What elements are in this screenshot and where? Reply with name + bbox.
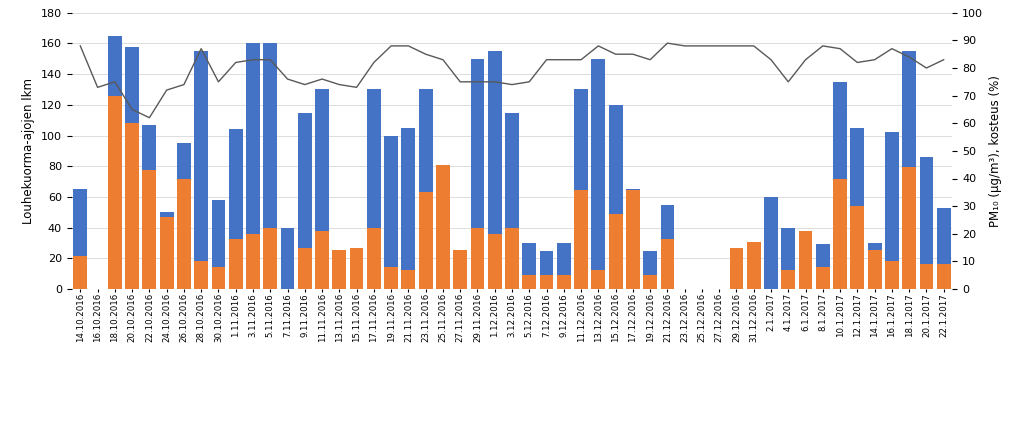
Bar <box>281 228 295 289</box>
Bar <box>920 157 933 289</box>
Bar <box>643 275 657 289</box>
Bar <box>74 189 87 289</box>
Bar <box>487 234 502 289</box>
Bar <box>333 258 346 289</box>
Bar <box>298 113 311 289</box>
Bar <box>522 275 537 289</box>
Bar <box>454 250 467 289</box>
Bar <box>349 247 364 289</box>
Bar <box>333 250 346 289</box>
Bar <box>885 261 899 289</box>
Bar <box>574 90 588 289</box>
Bar <box>867 250 882 289</box>
Bar <box>142 125 157 289</box>
Bar <box>834 178 847 289</box>
Bar <box>540 251 553 289</box>
Bar <box>177 178 190 289</box>
Y-axis label: Louhekuorma-ajojen lkm: Louhekuorma-ajojen lkm <box>23 78 35 224</box>
Bar <box>592 269 605 289</box>
Bar <box>263 43 278 289</box>
Bar <box>419 90 432 289</box>
Bar <box>505 228 519 289</box>
Bar <box>729 247 743 289</box>
Bar <box>540 275 553 289</box>
Bar <box>746 242 761 289</box>
Bar <box>195 51 208 289</box>
Bar <box>505 113 519 289</box>
Bar <box>367 90 381 289</box>
Bar <box>799 231 812 289</box>
Bar <box>834 82 847 289</box>
Bar <box>263 228 278 289</box>
Bar <box>471 228 484 289</box>
Bar <box>108 96 122 289</box>
Bar <box>142 170 157 289</box>
Bar <box>246 234 260 289</box>
Bar <box>816 267 829 289</box>
Bar <box>626 189 640 289</box>
Bar <box>557 275 570 289</box>
Bar <box>487 51 502 289</box>
Bar <box>608 105 623 289</box>
Bar <box>851 128 864 289</box>
Bar <box>902 167 916 289</box>
Bar <box>626 190 640 289</box>
Bar <box>902 51 916 289</box>
Bar <box>592 59 605 289</box>
Bar <box>660 204 675 289</box>
Bar <box>74 256 87 289</box>
Bar <box>367 228 381 289</box>
Bar <box>937 208 950 289</box>
Bar <box>384 267 398 289</box>
Bar <box>885 133 899 289</box>
Bar <box>781 269 796 289</box>
Bar <box>177 143 190 289</box>
Bar <box>125 123 139 289</box>
Bar <box>454 258 467 289</box>
Bar <box>160 217 173 289</box>
Bar <box>160 212 173 289</box>
Bar <box>315 231 329 289</box>
Bar <box>125 46 139 289</box>
Bar <box>557 243 570 289</box>
Bar <box>522 243 537 289</box>
Bar <box>212 267 225 289</box>
Bar <box>764 197 778 289</box>
Bar <box>643 251 657 289</box>
Bar <box>384 136 398 289</box>
Bar <box>574 190 588 289</box>
Bar <box>471 59 484 289</box>
Bar <box>851 206 864 289</box>
Bar <box>660 239 675 289</box>
Y-axis label: PM₁₀ (μg/m³), kosteus (%): PM₁₀ (μg/m³), kosteus (%) <box>988 75 1001 227</box>
Bar <box>781 228 796 289</box>
Bar <box>298 247 311 289</box>
Bar <box>436 164 450 289</box>
Bar <box>401 128 416 289</box>
Bar <box>608 214 623 289</box>
Bar <box>867 243 882 289</box>
Bar <box>401 269 416 289</box>
Bar <box>228 129 243 289</box>
Bar <box>315 90 329 289</box>
Bar <box>228 239 243 289</box>
Bar <box>108 36 122 289</box>
Bar <box>920 264 933 289</box>
Bar <box>349 251 364 289</box>
Bar <box>436 220 450 289</box>
Bar <box>246 43 260 289</box>
Bar <box>937 264 950 289</box>
Bar <box>195 261 208 289</box>
Bar <box>212 200 225 289</box>
Bar <box>816 244 829 289</box>
Bar <box>419 192 432 289</box>
